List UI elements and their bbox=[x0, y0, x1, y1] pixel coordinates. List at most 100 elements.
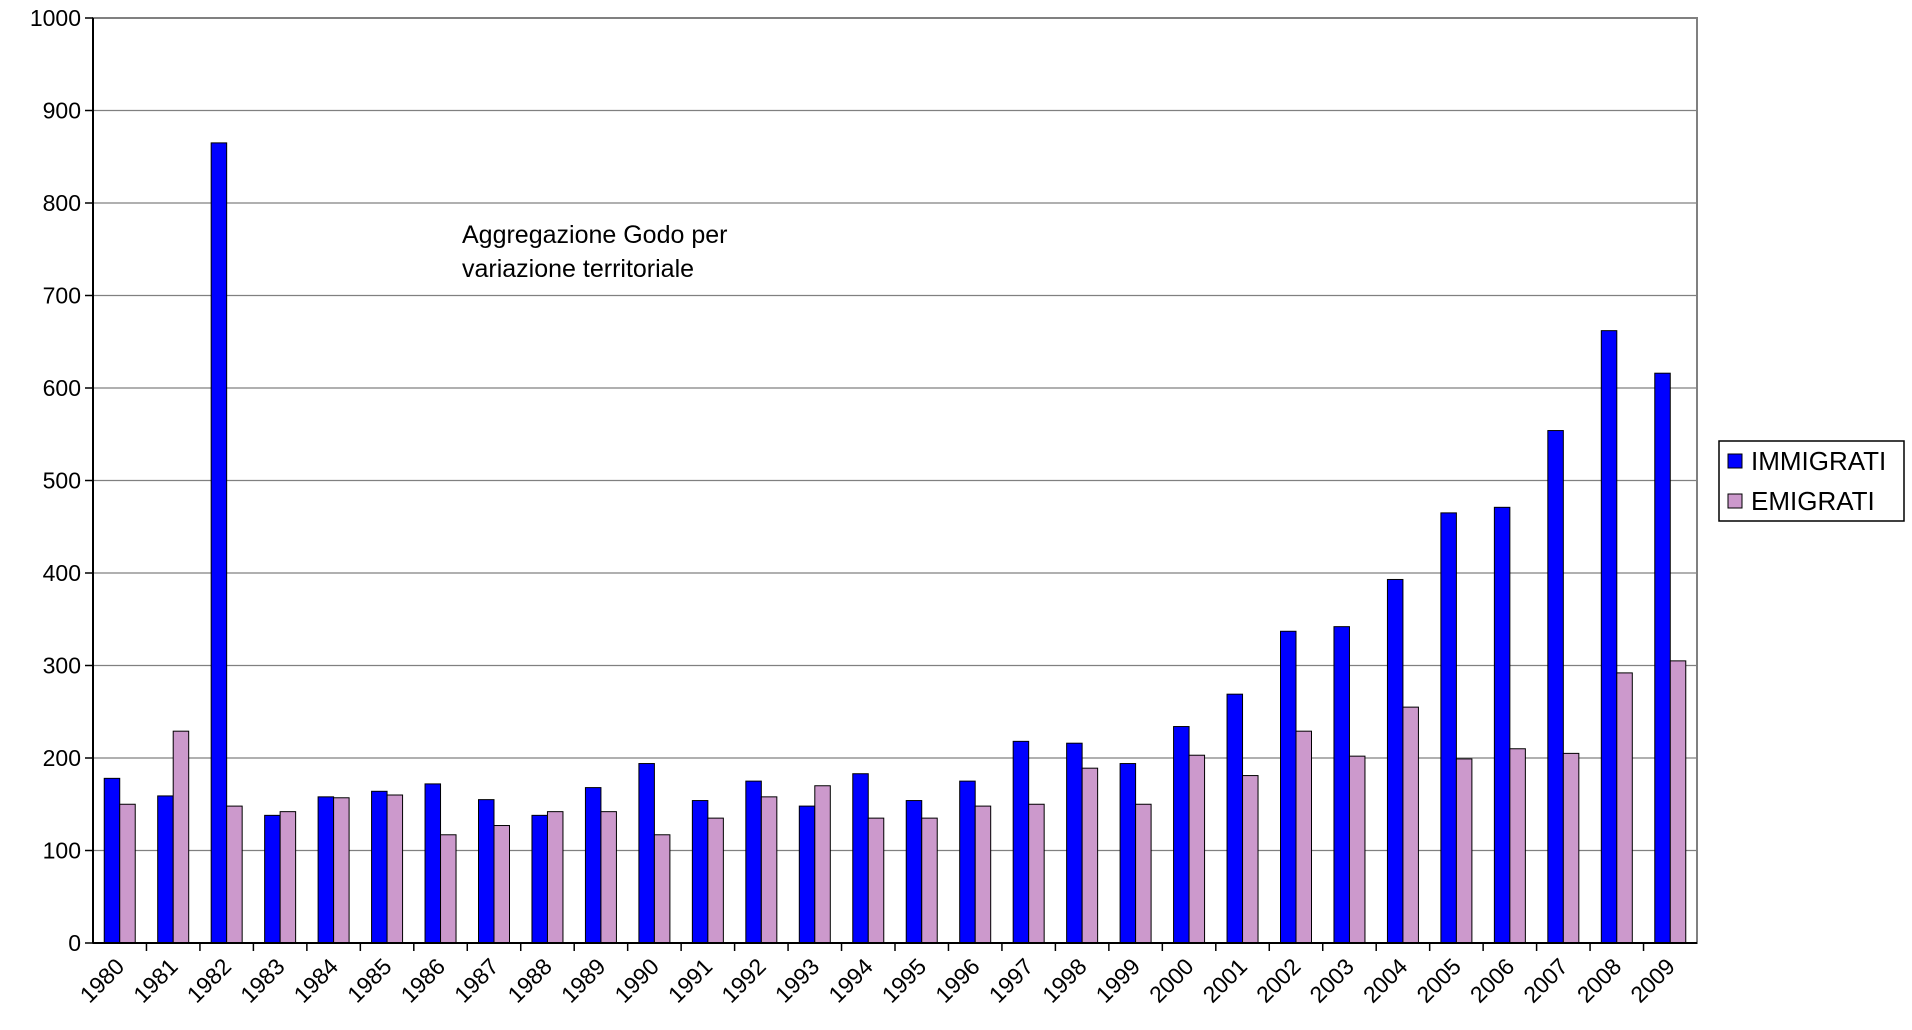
y-tick-label: 200 bbox=[43, 745, 81, 771]
x-tick-label: 1983 bbox=[235, 953, 290, 1008]
x-tick-label: 2003 bbox=[1304, 953, 1359, 1008]
bar-emigrati-1983 bbox=[279, 811, 297, 944]
bar-immigrati-1986 bbox=[424, 783, 442, 944]
bar-emigrati-1998 bbox=[1081, 767, 1099, 944]
bar-immigrati-2009 bbox=[1654, 372, 1671, 944]
bar-emigrati-1996 bbox=[974, 805, 992, 944]
bar-immigrati-1998 bbox=[1066, 742, 1083, 944]
y-tick-label: 800 bbox=[43, 190, 81, 216]
legend-label-emigrati: EMIGRATI bbox=[1751, 486, 1875, 516]
bar-immigrati-1980 bbox=[103, 777, 121, 944]
bar-emigrati-2009 bbox=[1669, 660, 1687, 944]
bar-immigrati-1990 bbox=[638, 763, 655, 944]
x-tick-label: 1987 bbox=[449, 953, 504, 1008]
bar-immigrati-1992 bbox=[745, 780, 762, 944]
bar-immigrati-2003 bbox=[1333, 626, 1350, 944]
bar-emigrati-1989 bbox=[600, 811, 617, 944]
bar-emigrati-2008 bbox=[1616, 672, 1633, 944]
bar-emigrati-1994 bbox=[867, 817, 885, 944]
bar-immigrati-1981 bbox=[157, 795, 174, 944]
bar-immigrati-1991 bbox=[691, 800, 709, 944]
y-tick-label: 900 bbox=[43, 98, 81, 124]
bar-immigrati-1984 bbox=[317, 796, 335, 944]
x-tick-label: 1997 bbox=[984, 953, 1039, 1008]
bar-immigrati-1987 bbox=[478, 799, 495, 944]
annotation-line-1: Aggregazione Godo per bbox=[462, 221, 727, 249]
bar-immigrati-2002 bbox=[1280, 630, 1297, 944]
x-tick-label: 1995 bbox=[877, 953, 932, 1008]
x-tick-label: 2002 bbox=[1251, 953, 1306, 1008]
annotation: Aggregazione Godo per variazione territo… bbox=[462, 221, 734, 283]
x-tick-label: 1986 bbox=[396, 953, 451, 1008]
y-tick-label: 400 bbox=[43, 560, 81, 586]
bar-emigrati-2003 bbox=[1348, 755, 1366, 944]
bar-immigrati-1989 bbox=[584, 787, 602, 944]
y-axis-ticks: 0 100 200 300 400 500 600 700 800 900 1000 bbox=[30, 5, 93, 956]
bar-emigrati-1980 bbox=[119, 803, 136, 944]
bar-emigrati-2006 bbox=[1509, 748, 1526, 944]
x-tick-label: 1981 bbox=[128, 953, 183, 1008]
y-tick-label: 500 bbox=[43, 468, 81, 494]
bar-emigrati-1981 bbox=[172, 730, 190, 944]
x-tick-label: 2008 bbox=[1572, 953, 1627, 1008]
y-tick-label: 1000 bbox=[30, 5, 81, 31]
x-tick-label: 2000 bbox=[1144, 953, 1199, 1008]
bar-emigrati-2000 bbox=[1188, 754, 1206, 944]
bar-emigrati-1988 bbox=[546, 811, 564, 944]
bar-emigrati-2004 bbox=[1402, 706, 1419, 944]
bar-emigrati-2001 bbox=[1242, 775, 1259, 944]
legend-swatch-immigrati bbox=[1727, 453, 1743, 469]
bar-emigrati-1993 bbox=[814, 785, 831, 944]
bar-emigrati-1995 bbox=[921, 817, 938, 944]
bar-immigrati-1996 bbox=[959, 780, 976, 944]
bar-emigrati-2007 bbox=[1562, 752, 1580, 944]
x-tick-label: 2005 bbox=[1411, 953, 1466, 1008]
bar-immigrati-1983 bbox=[264, 814, 281, 944]
x-tick-label: 2004 bbox=[1358, 953, 1413, 1008]
x-tick-label: 1982 bbox=[182, 953, 237, 1008]
bar-immigrati-2001 bbox=[1226, 693, 1244, 944]
x-tick-label: 1985 bbox=[342, 953, 397, 1008]
y-tick-label: 700 bbox=[43, 283, 81, 309]
x-tick-label: 1998 bbox=[1037, 953, 1092, 1008]
bars bbox=[103, 142, 1687, 944]
x-tick-label: 1988 bbox=[502, 953, 557, 1008]
y-tick-label: 300 bbox=[43, 653, 81, 679]
x-tick-label: 1999 bbox=[1091, 953, 1146, 1008]
bar-emigrati-2002 bbox=[1295, 730, 1312, 944]
x-tick-label: 1980 bbox=[75, 953, 130, 1008]
x-tick-label: 1991 bbox=[663, 953, 718, 1008]
bar-emigrati-1997 bbox=[1028, 803, 1045, 944]
y-tick-label: 100 bbox=[43, 838, 81, 864]
bar-immigrati-2000 bbox=[1173, 726, 1190, 944]
bar-immigrati-2006 bbox=[1493, 506, 1511, 944]
x-tick-label: 2001 bbox=[1198, 953, 1253, 1008]
bar-immigrati-2007 bbox=[1547, 430, 1564, 944]
x-tick-label: 1993 bbox=[770, 953, 825, 1008]
bar-emigrati-1990 bbox=[653, 834, 671, 944]
x-tick-label: 1989 bbox=[556, 953, 611, 1008]
x-tick-label: 1984 bbox=[289, 953, 344, 1008]
bar-immigrati-1997 bbox=[1012, 740, 1030, 944]
x-tick-label: 2009 bbox=[1625, 953, 1680, 1008]
x-tick-label: 2007 bbox=[1518, 953, 1573, 1008]
y-tick-label: 0 bbox=[68, 930, 81, 956]
bar-immigrati-2005 bbox=[1440, 512, 1457, 944]
x-tick-label: 2006 bbox=[1465, 953, 1520, 1008]
bar-immigrati-2004 bbox=[1386, 578, 1404, 944]
x-tick-label: 1994 bbox=[823, 953, 878, 1008]
bar-immigrati-1982 bbox=[210, 142, 228, 944]
bar-emigrati-2005 bbox=[1455, 758, 1473, 944]
gridlines bbox=[93, 17, 1697, 852]
bar-immigrati-1985 bbox=[371, 790, 388, 944]
bar-emigrati-1992 bbox=[760, 796, 778, 944]
bar-emigrati-1999 bbox=[1135, 803, 1152, 944]
bar-immigrati-1999 bbox=[1119, 763, 1137, 944]
legend-box bbox=[1718, 440, 1905, 522]
annotation-line-2: variazione territoriale bbox=[462, 255, 694, 283]
bar-emigrati-1991 bbox=[707, 817, 724, 944]
bar-immigrati-2008 bbox=[1600, 330, 1618, 944]
legend: IMMIGRATI EMIGRATI bbox=[1718, 440, 1905, 522]
bar-emigrati-1985 bbox=[386, 794, 404, 944]
